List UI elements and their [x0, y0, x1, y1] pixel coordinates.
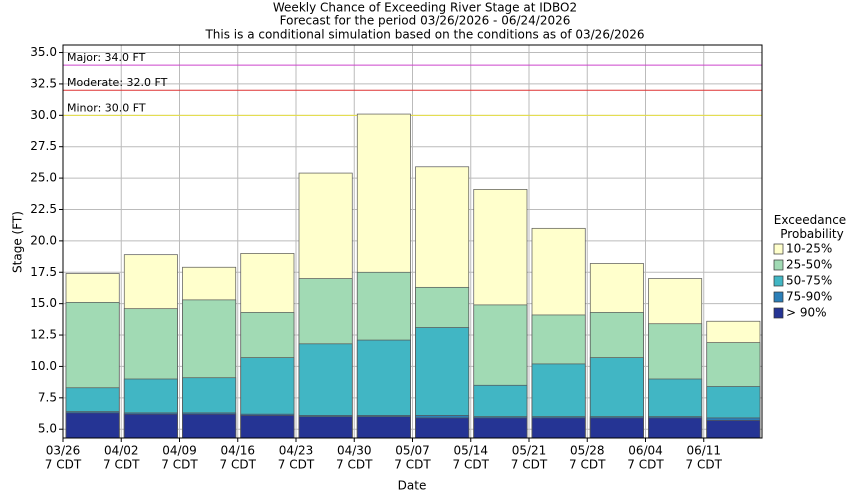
x-tick-label: 06/11 [686, 444, 721, 458]
legend-label: 75-90% [786, 290, 832, 304]
y-tick-label: 27.5 [30, 139, 57, 153]
bar [589, 417, 644, 439]
plot-border [62, 44, 763, 439]
x-tick-label: 05/28 [570, 444, 605, 458]
x-tick-time: 7 CDT [627, 458, 664, 472]
y-tick-label: 25.0 [30, 171, 57, 185]
x-tick-label: 05/14 [453, 444, 488, 458]
y-tick-label: 12.5 [30, 328, 57, 342]
legend-swatch [773, 243, 784, 255]
legend-swatch [773, 291, 784, 303]
y-tick-label: 22.5 [30, 202, 57, 216]
x-tick-label: 04/09 [162, 444, 197, 458]
y-tick-label: 17.5 [30, 265, 57, 279]
legend-label: > 90% [786, 306, 827, 320]
legend-label: 50-75% [786, 274, 832, 288]
legend-swatch [773, 307, 784, 319]
bar [123, 413, 178, 439]
x-tick-time: 7 CDT [220, 458, 257, 472]
x-tick-time: 7 CDT [569, 458, 606, 472]
chart-note: This is a conditional simulation based o… [204, 28, 644, 42]
x-tick-time: 7 CDT [336, 458, 373, 472]
x-tick-time: 7 CDT [453, 458, 490, 472]
chart-subtitle: Forecast for the period 03/26/2026 - 06/… [280, 14, 571, 28]
bar [648, 417, 703, 439]
y-tick-label: 35.0 [30, 45, 57, 59]
bar [182, 413, 237, 439]
bar [473, 417, 528, 439]
x-tick-label: 04/16 [220, 444, 255, 458]
bar [65, 412, 120, 439]
x-tick-label: 06/04 [628, 444, 663, 458]
x-tick-time: 7 CDT [686, 458, 723, 472]
y-tick-label: 7.5 [38, 390, 57, 404]
threshold-label: Minor: 30.0 FT [67, 101, 146, 114]
x-tick-time: 7 CDT [394, 458, 431, 472]
y-tick-label: 20.0 [30, 233, 57, 247]
bar [531, 417, 586, 439]
x-axis-label: Date [398, 479, 427, 493]
x-tick-time: 7 CDT [511, 458, 548, 472]
x-tick-label: 05/21 [512, 444, 547, 458]
legend-title: Exceedance Probability [774, 213, 846, 241]
legend-label: 25-50% [786, 258, 832, 272]
legend-swatch [773, 275, 784, 287]
y-axis-label: Stage (FT) [11, 211, 25, 273]
x-tick-label: 04/30 [337, 444, 372, 458]
legend-label: 10-25% [786, 242, 832, 256]
y-tick-label: 10.0 [30, 359, 57, 373]
legend-swatch [773, 259, 784, 271]
y-tick-label: 30.0 [30, 108, 57, 122]
bar [706, 420, 761, 439]
y-tick-label: 5.0 [38, 422, 57, 436]
bar [298, 416, 353, 439]
y-tick-label: 32.5 [30, 76, 57, 90]
x-tick-label: 05/07 [395, 444, 430, 458]
x-tick-label: 03/26 [46, 444, 81, 458]
chart-title: Weekly Chance of Exceeding River Stage a… [273, 1, 577, 15]
bar [415, 417, 470, 439]
x-tick-time: 7 CDT [45, 458, 82, 472]
bar [240, 415, 295, 439]
x-tick-label: 04/23 [279, 444, 314, 458]
x-tick-label: 04/02 [104, 444, 139, 458]
bar [356, 416, 411, 439]
x-tick-time: 7 CDT [278, 458, 315, 472]
y-tick-label: 15.0 [30, 296, 57, 310]
threshold-label: Major: 34.0 FT [67, 51, 146, 64]
x-tick-time: 7 CDT [103, 458, 140, 472]
x-tick-time: 7 CDT [161, 458, 198, 472]
threshold-label: Moderate: 32.0 FT [67, 76, 168, 89]
